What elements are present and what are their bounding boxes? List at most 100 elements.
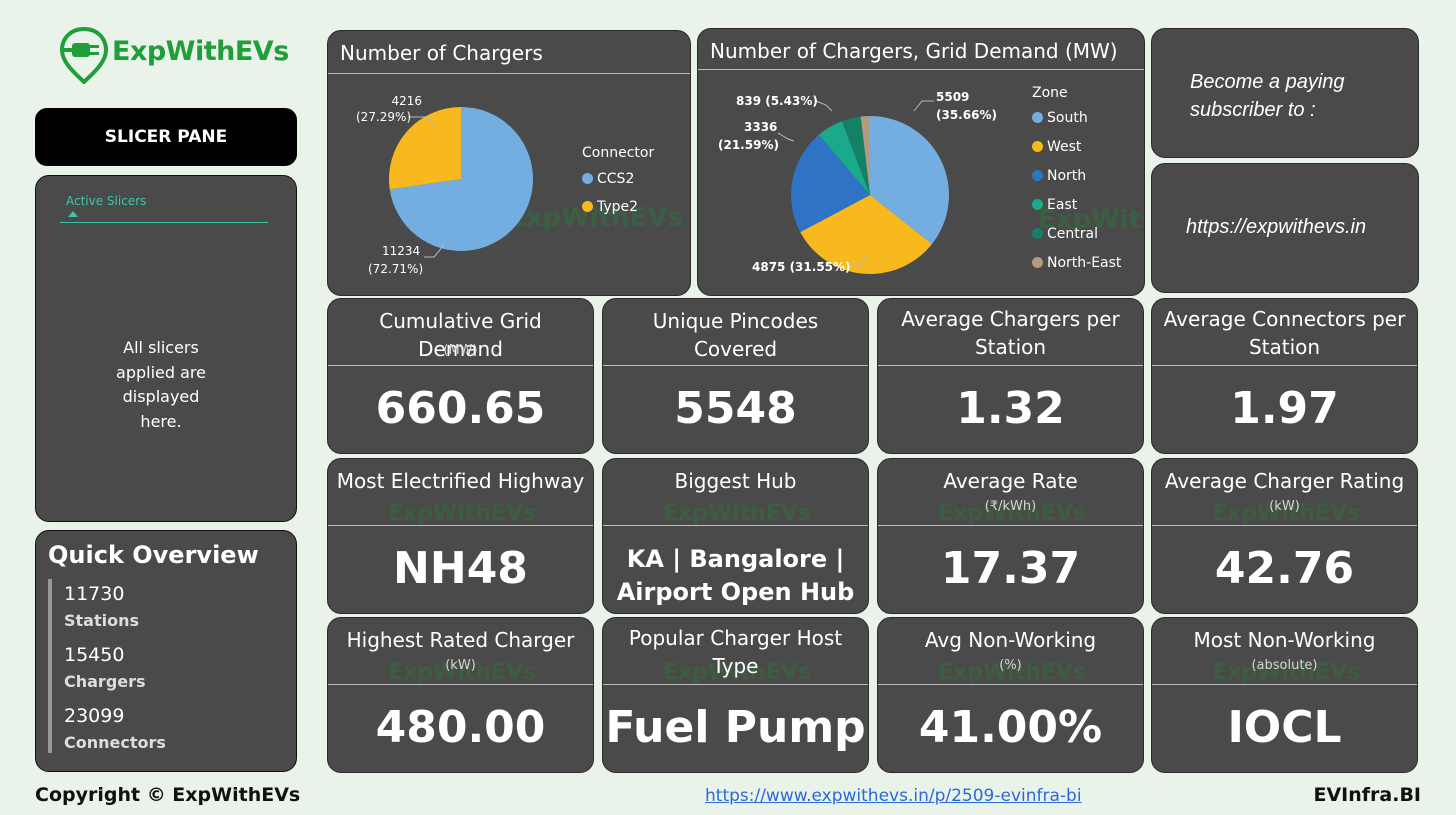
kpi-value: 42.76 [1214,543,1355,594]
legend-item-ccs2[interactable]: CCS2 [582,171,634,187]
kpi-value: KA | Bangalore | Airport Open Hub [603,543,868,609]
label-south-pct: (35.66%) [936,108,997,122]
pie-slice-ccs2 [389,107,533,251]
watermark: ExpWithEVs [663,660,812,685]
kpi-value: 1.97 [1230,383,1339,434]
connectors-label: Connectors [64,733,166,752]
kpi-title: Average Connectors per Station [1163,307,1406,359]
report-brand: EVInfra.BI [1313,784,1421,806]
leader-line [424,244,445,258]
kpi-divider [328,684,593,685]
leader-line [815,100,833,112]
kpi-card: Unique Pincodes Covered 5548 [602,298,869,454]
kpi-value: IOCL [1227,702,1342,753]
kpi-divider [1152,365,1417,366]
kpi-unit: (₹/kWh) [984,499,1037,514]
kpi-title: Average Rate [943,469,1078,493]
legend-title: Zone [1032,85,1068,101]
legend-item-south[interactable]: South [1032,110,1088,126]
kpi-divider [603,525,868,526]
watermark: ExpWithEVs [938,660,1087,685]
watermark: ExpWithEVs [388,660,537,685]
kpi-unit: (%) [999,658,1022,673]
kpi-card: ExpWithEVs Average Charger Rating (kW) 42.7… [1151,458,1418,614]
footer-link[interactable]: https://www.expwithevs.in/p/2509-evinfra… [705,786,1082,806]
accent-bar [48,579,52,753]
quick-overview-panel: Quick Overview 11730 Stations 15450 Char… [35,530,297,772]
kpi-divider [328,365,593,366]
pie-slice-east [818,121,870,195]
pie-slice-north-east [860,116,870,195]
kpi-divider [603,365,868,366]
legend-dot [1032,170,1043,181]
kpi-card: ExpWithEVs Average Rate (₹/kWh) 17.37 [877,458,1144,614]
kpi-unit: (kW) [1269,499,1300,514]
kpi-value: 17.37 [940,543,1081,594]
copyright: Copyright © ExpWithEVs [35,784,301,806]
legend-item-north-east[interactable]: North-East [1032,255,1121,271]
label-north-value: 3336 [744,120,778,134]
kpi-card: Average Chargers per Station 1.32 [877,298,1144,454]
label-east: 839 (5.43%) [736,94,818,108]
legend-dot [1032,228,1043,239]
kpi-unit: (kW) [445,658,476,673]
active-slicers-tab[interactable]: Active Slicers [66,194,147,208]
subscribe-line-1: Become a paying [1190,71,1345,93]
kpi-title: Average Charger Rating [1164,469,1405,493]
zone-pie [777,100,949,274]
connectors-count: 23099 [64,705,125,727]
slicer-pane-button[interactable]: SLICER PANE [35,108,297,166]
legend-item-central[interactable]: Central [1032,226,1098,242]
connector-pie [389,107,533,258]
kpi-card: ExpWithEVs Most Electrified Highway NH48 [327,458,594,614]
legend-item-type2[interactable]: Type2 [582,199,638,215]
legend-item-east[interactable]: East [1032,197,1077,213]
kpi-title: Avg Non-Working [924,628,1097,652]
kpi-title: Cumulative Grid Demand [379,309,542,361]
label-north-pct: (21.59%) [718,138,779,152]
watermark: ExpWithEVs [1212,660,1361,685]
logo: ExpWithEVs [58,24,289,86]
kpi-title: Most Non-Working [1193,628,1376,652]
chargers-by-connector-chart: Number of Chargers ExpWithEVs 4216 (27.2… [327,30,691,296]
slicer-panel: Active Slicers All slicers applied are d… [35,175,297,522]
kpi-value-line-2: Airport Open Hub [616,578,855,606]
label-type2-pct: (27.29%) [356,110,412,124]
legend-dot [1032,257,1043,268]
title-divider [698,69,1144,70]
legend-dot [1032,199,1043,210]
watermark: ExpWithEVs [938,501,1087,526]
subscribe-url[interactable]: https://expwithevs.in [1186,216,1367,238]
chargers-label: Chargers [64,672,146,691]
legend-item-west[interactable]: West [1032,139,1081,155]
slicer-message: All slicers applied are displayed here. [116,338,206,431]
watermark: ExpWithEVs [1212,501,1361,526]
kpi-value: NH48 [393,543,528,594]
label-south-value: 5509 [936,90,970,104]
subscribe-line-2: subscriber to : [1190,99,1316,121]
kpi-card: ExpWithEVs Avg Non-Working (%) 41.00% [877,617,1144,773]
kpi-title: Unique Pincodes Covered [652,309,819,361]
watermark: ExpWithEVs [388,501,537,526]
kpi-value: 41.00% [918,702,1103,753]
kpi-divider [603,684,868,685]
watermark: ExpWithEVs [1038,205,1144,235]
stations-label: Stations [64,611,140,630]
kpi-value: 660.65 [375,383,546,434]
kpi-divider [878,365,1143,366]
legend-item-north[interactable]: North [1032,168,1086,184]
kpi-value: 1.32 [956,383,1065,434]
legend-dot [1032,112,1043,123]
subscribe-url-card[interactable]: https://expwithevs.in [1151,163,1419,293]
kpi-title: Highest Rated Charger [346,628,575,652]
watermark: ExpWithEVs [508,203,684,233]
leader-line [777,132,795,142]
stations-count: 11730 [64,583,125,605]
pie-slice-south [870,116,949,245]
label-west: 4875 (31.55%) [752,260,851,274]
kpi-card: Average Connectors per Station 1.97 [1151,298,1418,454]
chart-title: Number of Chargers [340,41,543,65]
kpi-card: ExpWithEVs Popular Charger Host Type Fuel … [602,617,869,773]
chart-title: Number of Chargers, Grid Demand (MW) [710,39,1118,63]
chargers-count: 15450 [64,644,125,666]
